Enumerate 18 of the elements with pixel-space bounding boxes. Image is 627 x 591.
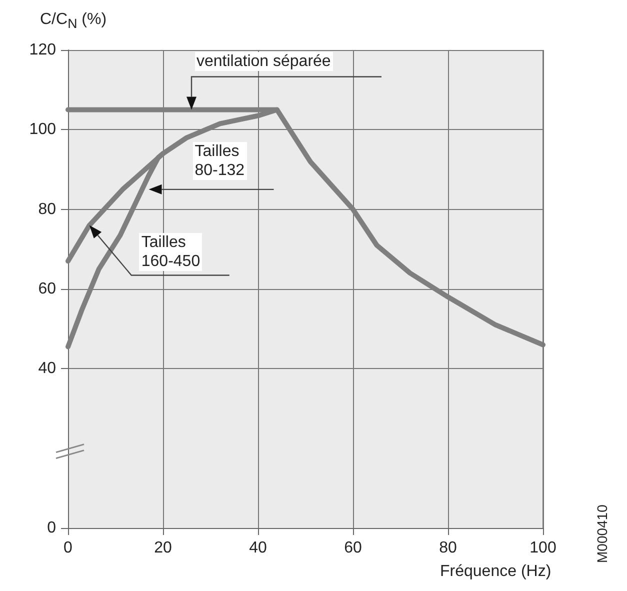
x-tick-label: 80 — [439, 540, 457, 556]
x-tick-label: 20 — [154, 540, 172, 556]
x-axis-title: Fréquence (Hz) — [440, 562, 552, 581]
annotation: Tailles 80-132 — [192, 142, 247, 180]
text: M000410 — [593, 504, 611, 563]
x-tick-label: 0 — [64, 540, 73, 556]
annotation: ventilation séparée — [194, 52, 333, 71]
annotation: Tailles 160-450 — [139, 233, 202, 272]
y-tick-label: 0 — [47, 520, 56, 536]
y-tick-label: 100 — [29, 121, 56, 138]
y-tick-label: 120 — [29, 42, 56, 58]
x-tick-label: 100 — [530, 540, 556, 556]
y-tick-label: 40 — [38, 360, 56, 378]
y-tick-label: 80 — [38, 200, 56, 218]
x-tick-label: 60 — [344, 540, 362, 556]
y-axis-title: C/C$_{N}$ (%) — [40, 10, 107, 34]
y-tick-label: 60 — [38, 280, 56, 298]
x-tick-label: 40 — [249, 540, 267, 556]
